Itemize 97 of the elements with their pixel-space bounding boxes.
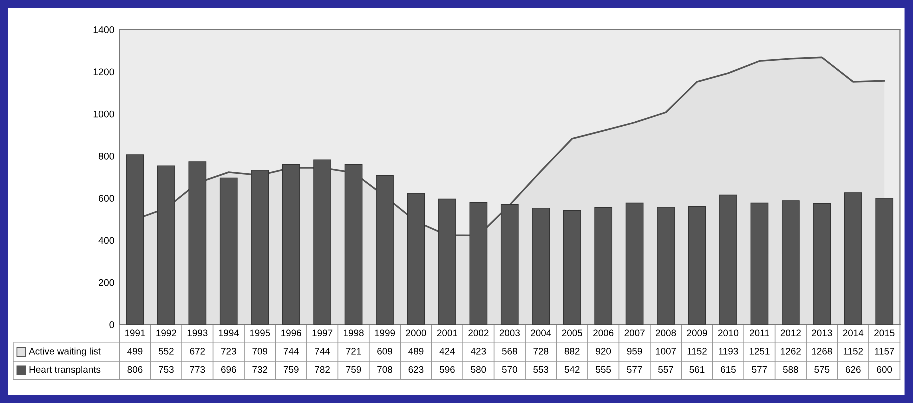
data-label: 561 — [690, 366, 705, 374]
y-tick-label: 1000 — [94, 110, 114, 118]
data-label: 1251 — [750, 348, 770, 355]
x-tick-label: 2004 — [531, 330, 552, 336]
x-tick-label: 2009 — [687, 330, 708, 336]
y-tick-label: 1400 — [94, 26, 114, 34]
x-tick-label: 2002 — [468, 330, 489, 336]
data-label: 577 — [752, 366, 768, 374]
data-label: 552 — [158, 348, 174, 355]
y-tick-label: 200 — [99, 279, 114, 286]
legend-label: Heart transplants — [30, 366, 101, 375]
data-label: 759 — [346, 366, 362, 374]
x-tick-label: 2000 — [406, 330, 426, 336]
data-label: 596 — [440, 366, 455, 374]
bar — [532, 208, 550, 325]
data-label: 709 — [252, 348, 268, 355]
bar — [657, 207, 675, 325]
y-tick-label: 400 — [98, 237, 114, 244]
bar — [563, 210, 582, 325]
data-label: 728 — [534, 348, 549, 355]
x-tick-label: 1992 — [156, 330, 176, 336]
data-label: 568 — [502, 348, 518, 355]
x-tick-label: 2013 — [812, 330, 832, 336]
bar — [750, 202, 769, 325]
data-label: 626 — [846, 366, 861, 374]
x-tick-label: 2007 — [624, 330, 645, 336]
bar — [688, 206, 706, 325]
data-label: 773 — [190, 366, 206, 374]
x-tick-label: 1997 — [312, 330, 333, 336]
data-label: 1152 — [688, 348, 707, 355]
x-tick-label: 1994 — [219, 330, 240, 336]
data-label: 580 — [471, 366, 486, 374]
x-tick-label: 2005 — [562, 330, 582, 336]
data-label: 489 — [408, 348, 424, 355]
data-label: 557 — [658, 366, 674, 374]
y-tick-label: 600 — [99, 195, 114, 202]
data-label: 753 — [159, 366, 174, 374]
y-tick-label: 0 — [110, 322, 114, 328]
x-tick-label: 1996 — [282, 330, 302, 336]
x-tick-label: 2011 — [750, 330, 770, 336]
x-tick-label: 2014 — [843, 330, 864, 336]
x-tick-label: 1993 — [188, 330, 208, 336]
x-tick-label: 2015 — [874, 330, 895, 336]
data-label: 744 — [284, 348, 299, 355]
data-label: 575 — [814, 366, 830, 374]
x-tick-label: 2008 — [656, 330, 676, 336]
x-tick-label: 2010 — [718, 330, 739, 336]
x-tick-label: 1991 — [125, 330, 146, 336]
data-label: 615 — [721, 366, 736, 374]
data-label: 696 — [221, 366, 236, 374]
data-label: 577 — [627, 366, 642, 374]
data-label: 959 — [627, 348, 642, 355]
x-tick-label: 1998 — [344, 330, 364, 336]
data-label: 744 — [315, 348, 330, 355]
data-label: 882 — [564, 348, 580, 355]
x-tick-label: 1999 — [375, 330, 396, 336]
data-label: 721 — [346, 348, 362, 355]
data-label: 806 — [128, 366, 143, 374]
x-tick-label: 2006 — [594, 330, 614, 336]
y-tick-label: 1200 — [94, 68, 114, 76]
data-label: 782 — [315, 366, 330, 374]
data-label: 424 — [440, 348, 456, 355]
data-label: 1268 — [812, 348, 832, 355]
data-label: 759 — [284, 366, 299, 374]
data-label: 423 — [471, 348, 486, 355]
data-label: 553 — [534, 366, 549, 374]
bar — [626, 202, 644, 325]
data-label: 609 — [378, 348, 392, 355]
x-tick-label: 2012 — [780, 330, 801, 336]
data-label: 588 — [783, 366, 798, 374]
data-label: 1193 — [719, 348, 738, 355]
data-label: 542 — [564, 366, 580, 374]
bar — [782, 200, 800, 325]
data-label: 600 — [877, 366, 892, 374]
bar — [876, 198, 894, 325]
y-tick-label: 800 — [98, 152, 114, 160]
x-tick-label: 1995 — [250, 330, 270, 336]
data-label: 732 — [252, 366, 268, 374]
x-tick-label: 2001 — [437, 330, 458, 336]
data-label: 1157 — [875, 348, 894, 355]
bar — [594, 208, 613, 325]
data-label: 1152 — [844, 348, 864, 355]
bar — [844, 192, 862, 325]
data-label: 1262 — [781, 348, 801, 355]
data-label: 920 — [596, 348, 612, 355]
data-label: 555 — [596, 366, 612, 374]
bar — [813, 203, 832, 325]
data-label: 723 — [221, 348, 236, 355]
data-label: 1007 — [656, 348, 676, 355]
data-label: 499 — [128, 348, 143, 355]
data-label: 623 — [408, 366, 424, 374]
data-label: 708 — [378, 366, 392, 374]
legend-label: Active waiting list — [29, 348, 101, 357]
data-label: 672 — [190, 348, 206, 355]
bar — [720, 194, 738, 325]
x-tick-label: 2003 — [500, 330, 520, 336]
data-label: 570 — [502, 366, 518, 374]
